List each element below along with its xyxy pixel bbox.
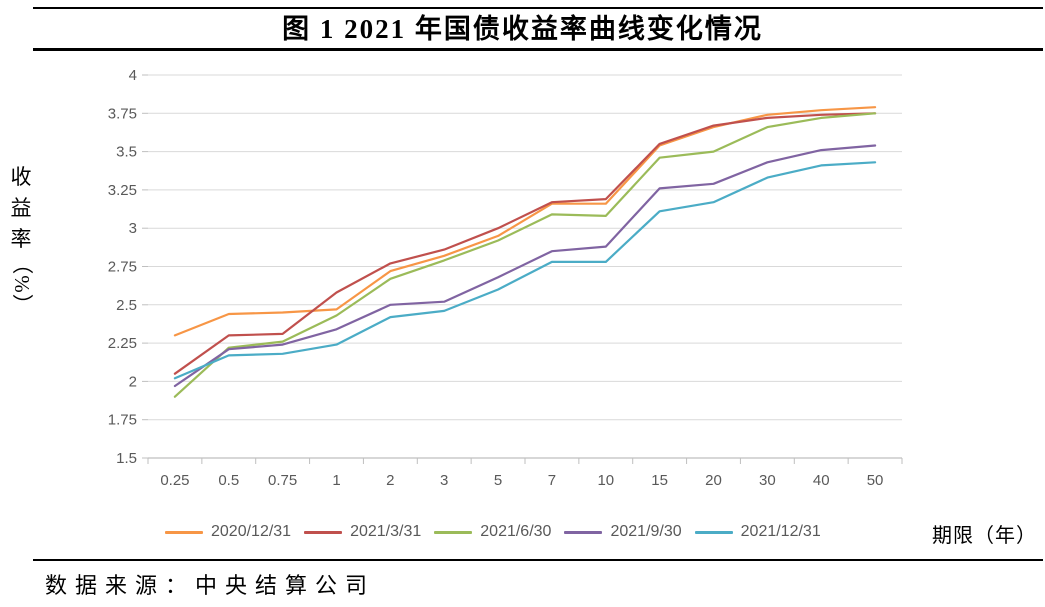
y-axis-title-char: 率 [10, 227, 32, 251]
y-tick-label: 1.75 [108, 412, 137, 429]
legend-label: 2021/6/30 [480, 523, 552, 540]
x-tick-label: 0.75 [268, 472, 297, 489]
legend-swatch [434, 530, 473, 534]
legend-label: 2021/3/31 [350, 523, 422, 540]
y-tick-label: 3 [129, 220, 137, 237]
yield-curve-line-chart: 4 3.75 3.5 3.25 3 2.75 2.5 2.25 2 1.75 1.5 0.25 0.5 0… [108, 67, 903, 489]
legend-item-2020-12-31: 2020/12/31 [165, 523, 291, 541]
x-tick-label: 3 [440, 472, 448, 489]
title-divider-rule [33, 48, 1043, 51]
y-tick-label: 3.25 [108, 182, 137, 199]
legend-swatch [564, 530, 603, 534]
y-axis-title-char: 收 [10, 165, 32, 189]
x-tick-label: 40 [813, 472, 830, 489]
x-tick-label: 7 [548, 472, 556, 489]
y-axis-title-unit: （%） [9, 253, 34, 316]
series-line-2020-12-31 [173, 106, 877, 337]
chart-legend: 2020/12/31 2021/3/31 2021/6/30 2021/9/30 202… [165, 523, 821, 541]
legend-item-2021-12-31: 2021/12/31 [694, 523, 821, 541]
x-tick-label: 30 [759, 472, 776, 489]
x-tick-label: 1 [332, 472, 340, 489]
x-tick-label: 0.5 [218, 472, 239, 489]
series-line-2021-9-30 [173, 144, 877, 388]
y-tick-label: 2.5 [116, 297, 137, 314]
x-tick-label: 10 [597, 472, 614, 489]
x-tick-label: 5 [494, 472, 502, 489]
series-line-2021-12-31 [173, 161, 877, 380]
legend-swatch [304, 530, 343, 534]
x-axis-unit-label: 期限（年） [932, 525, 1037, 547]
y-tick-label: 3.75 [108, 105, 137, 122]
legend-swatch [165, 530, 203, 534]
y-axis-title: 收益率（%） [6, 162, 36, 316]
legend-item-2021-6-30: 2021/6/30 [434, 523, 551, 541]
y-tick-label: 2.25 [108, 335, 137, 352]
y-tick-label: 3.5 [116, 144, 137, 161]
x-tick-label: 50 [867, 472, 884, 489]
figure-title: 图 1 2021 年国债收益率曲线变化情况 [282, 14, 763, 44]
legend-item-2021-9-30: 2021/9/30 [564, 523, 682, 541]
legend-item-2021-3-31: 2021/3/31 [304, 523, 421, 541]
series-line-2021-3-31 [173, 112, 877, 375]
data-source-label: 数据来源：中央结算公司 [45, 573, 376, 598]
legend-swatch [694, 530, 733, 534]
legend-label: 2021/9/30 [610, 523, 682, 540]
legend-label: 2020/12/31 [211, 523, 292, 540]
bottom-rule [33, 559, 1043, 561]
y-tick-label: 2 [129, 373, 137, 390]
y-tick-label: 1.5 [116, 450, 137, 467]
x-tick-label: 0.25 [160, 472, 189, 489]
legend-label: 2021/12/31 [740, 523, 821, 540]
top-rule [33, 7, 1043, 9]
series-line-2021-6-30 [173, 112, 877, 398]
y-axis-title-char: 益 [10, 196, 32, 220]
x-tick-label: 2 [386, 472, 394, 489]
x-tick-label: 20 [705, 472, 722, 489]
x-tick-label: 15 [651, 472, 668, 489]
y-tick-label: 4 [129, 67, 137, 84]
y-tick-label: 2.75 [108, 259, 137, 276]
